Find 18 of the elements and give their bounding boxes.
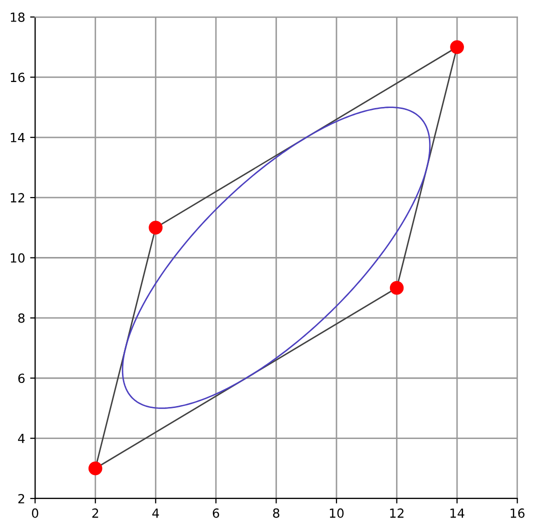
x-tick-label: 2: [92, 508, 98, 518]
x-tick-label: 4: [152, 508, 159, 518]
x-tick-label: 12: [390, 508, 404, 518]
y-tick-label: 6: [18, 374, 25, 384]
y-tick-label: 14: [10, 133, 25, 142]
x-tick-label: 14: [450, 508, 464, 518]
y-tick-label: 18: [10, 12, 25, 22]
y-tick-label: 2: [18, 494, 24, 504]
y-tick-label: 10: [10, 253, 25, 263]
x-tick-label: 0: [32, 508, 38, 518]
x-tick-label: 16: [510, 508, 524, 518]
y-tick-label: 12: [10, 193, 24, 202]
y-tick-label: 16: [10, 72, 25, 82]
x-tick-label: 6: [212, 508, 220, 518]
y-tick-label: 8: [18, 313, 25, 323]
x-tick-label: 8: [273, 508, 280, 518]
y-tick-label: 4: [18, 434, 25, 444]
x-tick-label: 10: [330, 508, 344, 518]
